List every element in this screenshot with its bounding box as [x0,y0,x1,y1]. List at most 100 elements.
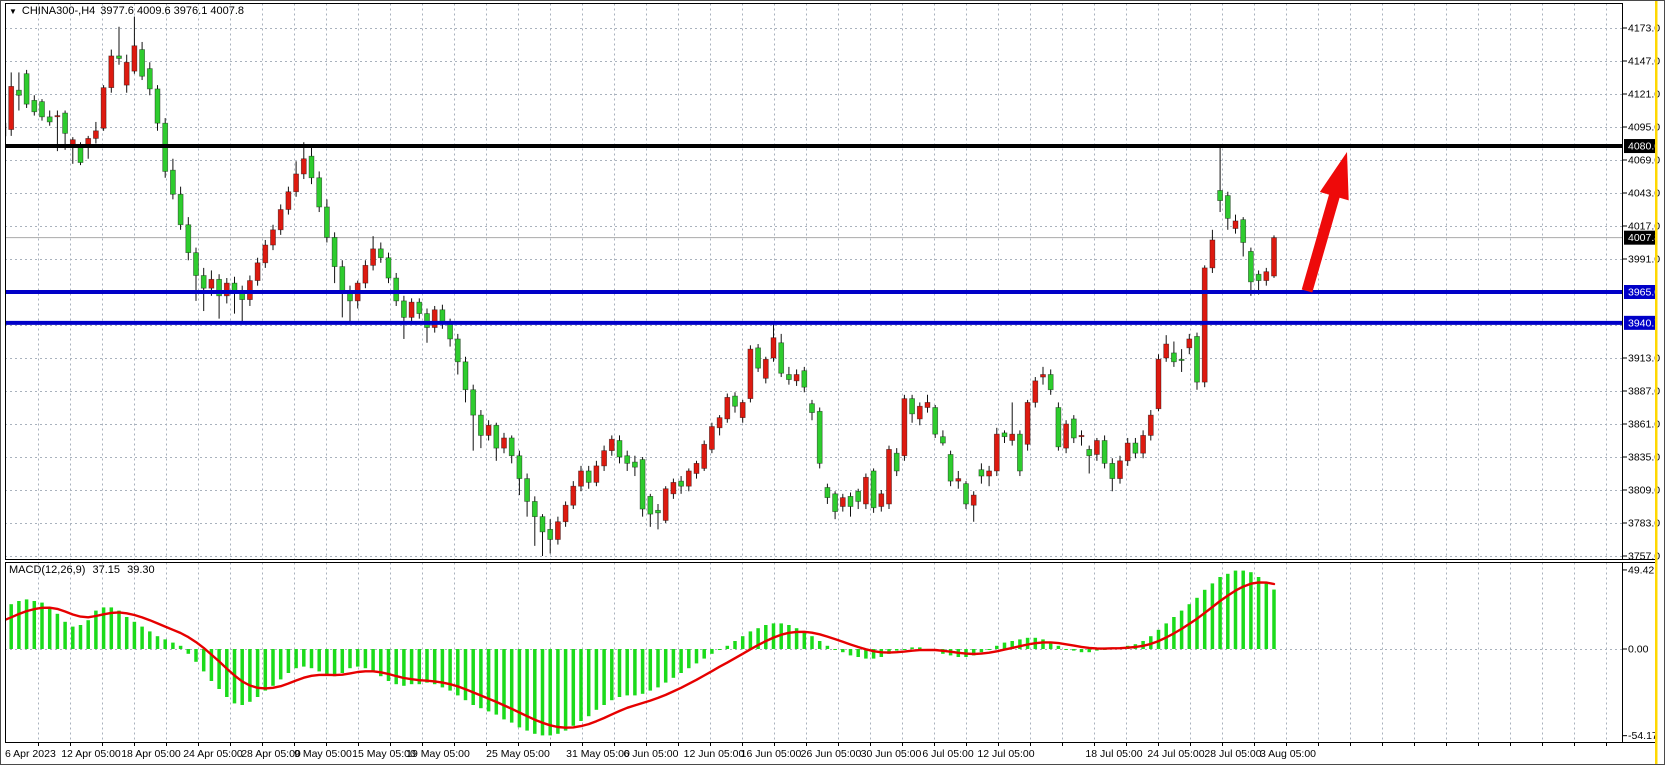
price-tick-label: 3757.0 [1628,551,1660,563]
macd-histogram-bar [278,649,283,680]
macd-histogram-bar [563,649,568,731]
macd-histogram-bar [463,649,468,701]
macd-histogram-bar [1002,642,1007,649]
macd-histogram-bar [833,649,837,650]
macd-histogram-bar [255,649,260,697]
time-axis[interactable]: 6 Apr 2023 12 Apr 05:00 18 Apr 05:00 24 Apr… [5,742,1607,761]
candle-body-bull [709,426,715,450]
macd-histogram-bar [379,649,383,677]
macd-histogram-bar [717,649,722,650]
candle-body-bull [608,438,615,452]
macd-histogram-bar [186,649,191,654]
symbol-ohlc-label: 3977.6 4009.6 3976.1 4007.8 [100,5,245,17]
macd-histogram-bar [101,607,106,649]
price-tick-label: 3809.0 [1628,485,1660,497]
macd-histogram-bar [548,649,552,736]
macd-histogram-bar [810,636,814,649]
candle-body-bull [747,348,754,399]
candle-body-bear [393,277,400,302]
candle-body-bear [177,193,184,226]
symbol-dropdown-icon[interactable]: ▼ [9,6,17,16]
candle-body-bear [963,483,969,505]
candle-body-bull [1040,374,1046,378]
symbol-name-label: CHINA300-,H4 [21,5,96,17]
candle-body-bull [1078,435,1085,438]
candle-body-bull [993,433,1000,472]
macd-histogram-bar [817,641,822,649]
time-tick-label: 28 Jul 05:00 [1204,748,1261,760]
candle-body-bear [1194,336,1200,383]
candle-body-bull [1155,358,1162,410]
macd-histogram-bar [1018,639,1022,649]
candle-body-bear [401,300,407,318]
candle-body-bull [100,87,107,129]
candle-body-bear [1055,407,1062,448]
price-badge [1624,139,1656,154]
candle-body-bear [632,461,638,468]
macd-histogram-bar [663,649,668,683]
macd-histogram-bar [417,649,422,685]
candle-body-bull [863,476,869,505]
macd-histogram-bar [910,647,914,649]
trend-arrow-head[interactable] [1319,152,1349,201]
macd-histogram-bar [124,617,129,649]
candle-body-bull [724,396,731,420]
macd-histogram-bar [694,649,699,664]
candle-body-bull [762,358,769,379]
macd-histogram-bar [86,620,90,649]
macd-histogram-bar [841,649,845,653]
macd-histogram-bar [78,625,83,649]
candle-body-bear [316,177,323,208]
macd-histogram-bar [456,649,460,696]
candle-body-bear [585,470,592,483]
price-axis[interactable]: 4173.0 4147.0 4121.0 4095.0 4069.0 4043.0 4017… [1623,23,1660,743]
macd-histogram-bar [710,649,714,654]
macd-pane[interactable] [2,570,1276,736]
macd-histogram-bar [1187,604,1192,649]
candle-body-bull [54,115,61,118]
candle-body-bear [1224,195,1231,219]
candle-body-bull [277,209,284,231]
candle-body-bear [508,437,515,457]
macd-histogram-bar [579,649,583,721]
macd-histogram-bar [987,649,991,650]
symbol-bar: ▼ CHINA300-,H4 3977.6 4009.6 3976.1 4007… [9,5,244,17]
candle-body-bear [1017,433,1023,472]
macd-histogram-bar [317,649,321,672]
macd-histogram-bar [1149,636,1153,649]
macd-histogram-bar [1202,589,1207,649]
macd-histogram-bar [386,649,391,681]
macd-histogram-bar [248,649,252,702]
macd-histogram-bar [856,649,860,657]
macd-histogram-bar [479,649,483,709]
macd-histogram-bar [671,649,676,678]
candle-body-bear [832,493,838,512]
candle-body-bear [1217,190,1223,201]
macd-histogram-bar [787,625,791,649]
macd-signal-line [5,581,1276,729]
macd-tick-label: 49.42 [1628,564,1654,576]
candle-body-bear [947,454,954,482]
candle-body-bear [847,495,854,507]
macd-histogram-bar [748,631,753,649]
macd-histogram-bar [194,649,198,662]
macd-tick-label: -54.17 [1628,730,1658,742]
candle-body-bull [693,462,700,474]
candle-body-bear [185,224,192,254]
candle-body-bull [1263,271,1270,281]
candle-body-bear [1109,462,1116,479]
candle-body-bull [1032,380,1039,403]
macd-histogram-bar [402,649,406,686]
macd-histogram-bar [794,628,799,649]
candle-body-bull [593,465,600,483]
candle-body-bull [793,374,800,382]
price-badge-label: 4007.8 [1628,232,1660,244]
candle-body-bull [562,504,569,523]
time-tick-label: 15 May 05:00 [352,748,416,760]
trend-arrow-shaft[interactable] [1301,188,1342,293]
candle-body-bull [1147,414,1154,436]
macd-histogram-bar [571,649,576,726]
macd-histogram-bar [971,649,976,656]
candle-body-bull [570,485,577,506]
